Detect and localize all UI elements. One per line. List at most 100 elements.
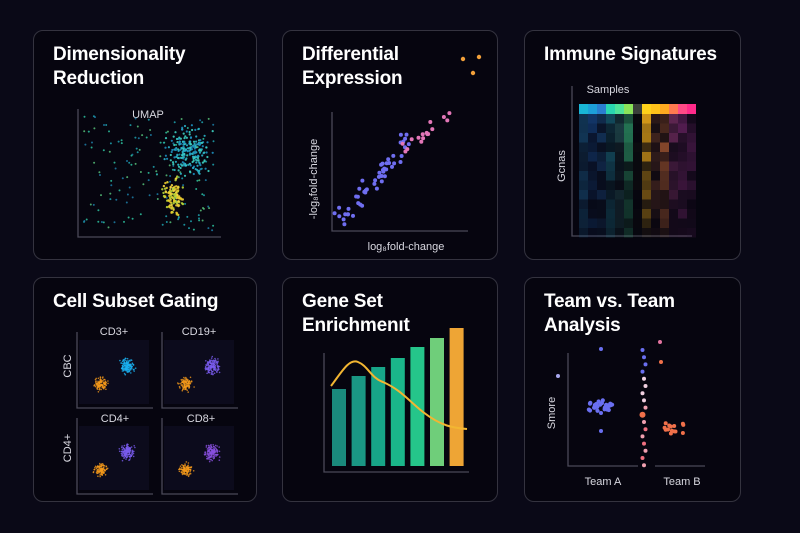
cell-point <box>210 357 213 359</box>
heatmap-cell <box>678 171 687 181</box>
data-point <box>460 56 466 62</box>
data-point <box>441 115 446 119</box>
data-point <box>360 178 365 183</box>
cell-point <box>128 450 131 452</box>
data-point <box>332 211 337 216</box>
cell-point <box>133 370 135 372</box>
heatmap-cell <box>597 209 606 219</box>
umap-points <box>83 115 215 232</box>
data-point <box>169 221 172 224</box>
axes <box>331 112 468 232</box>
data-point <box>174 179 177 182</box>
data-point <box>188 149 191 152</box>
data-point <box>180 146 183 150</box>
cell-point <box>211 362 214 364</box>
cell-point <box>218 459 221 461</box>
data-point <box>192 228 195 231</box>
heatmap-cell <box>678 180 687 190</box>
cell-point <box>212 451 214 453</box>
data-point <box>599 411 603 415</box>
data-point <box>398 160 403 164</box>
cell-point <box>128 452 131 454</box>
panel-label: CD3+ <box>100 326 128 338</box>
data-point <box>85 218 88 221</box>
data-point <box>156 198 159 200</box>
heatmap-cell <box>678 123 687 133</box>
panel-axes <box>76 332 153 409</box>
data-point <box>165 174 168 177</box>
heatmap-cell <box>642 209 651 219</box>
cell-point <box>185 385 188 388</box>
data-point <box>180 118 183 120</box>
data-point <box>602 405 607 410</box>
data-point <box>126 160 128 162</box>
data-point <box>179 156 182 159</box>
data-point <box>179 163 183 166</box>
cell-point <box>121 445 123 447</box>
cell-point <box>102 376 104 378</box>
data-point <box>341 217 346 222</box>
heatmap-cell <box>687 161 696 171</box>
cell-point <box>102 464 104 466</box>
data-point <box>196 164 199 167</box>
heatmap-cell <box>588 161 597 171</box>
data-point <box>189 164 192 167</box>
cell-point <box>130 364 132 366</box>
cell-point <box>96 388 99 390</box>
cell-point <box>180 378 183 381</box>
data-point <box>201 193 204 196</box>
heatmap-header-cell <box>615 104 624 114</box>
cell-point <box>185 467 187 470</box>
data-point <box>640 456 645 460</box>
data-point <box>109 198 112 201</box>
heatmap-cell <box>597 171 606 181</box>
card-title: Differential Expression <box>302 43 403 91</box>
cell-point <box>100 380 103 383</box>
data-point <box>202 207 204 209</box>
cell-point <box>103 472 105 474</box>
group-label-a: Team A <box>585 476 622 488</box>
heatmap-cell <box>588 152 597 162</box>
data-point <box>172 135 175 138</box>
data-point <box>177 216 180 219</box>
cell-point <box>133 450 135 453</box>
cell-point <box>124 362 126 364</box>
cell-point <box>96 386 99 388</box>
data-point <box>118 189 121 192</box>
heatmap-cell <box>678 190 687 200</box>
heatmap-cell <box>624 161 633 171</box>
heatmap-cell <box>660 114 669 124</box>
cell-point <box>207 454 210 457</box>
cell-point <box>98 384 100 387</box>
data-point <box>169 153 172 157</box>
cell-point <box>217 365 219 368</box>
cell-point <box>131 449 134 452</box>
data-point <box>198 179 201 182</box>
heatmap-cell <box>633 199 642 209</box>
heatmap-header-cell <box>633 104 642 114</box>
data-point <box>403 149 408 154</box>
cell-point <box>178 470 181 473</box>
data-point <box>172 142 175 145</box>
cell-point <box>180 471 183 473</box>
data-point <box>176 156 180 160</box>
heatmap-cell <box>642 228 651 238</box>
cell-point <box>184 388 186 391</box>
cell-point <box>182 470 184 473</box>
cell-point <box>125 458 127 460</box>
data-point <box>445 118 450 123</box>
data-point <box>164 146 167 149</box>
data-point <box>110 179 113 182</box>
data-point <box>201 154 204 157</box>
heatmap-cell <box>624 190 633 200</box>
cell-point <box>121 459 124 462</box>
data-point <box>156 173 158 176</box>
heatmap-cell <box>642 171 651 181</box>
heatmap-cell <box>606 199 615 209</box>
cell-point <box>123 444 126 447</box>
heatmap-cell <box>660 228 669 238</box>
cell-point <box>211 446 213 449</box>
cell-point <box>130 372 132 374</box>
cell-point <box>214 362 217 364</box>
data-point <box>92 203 95 206</box>
